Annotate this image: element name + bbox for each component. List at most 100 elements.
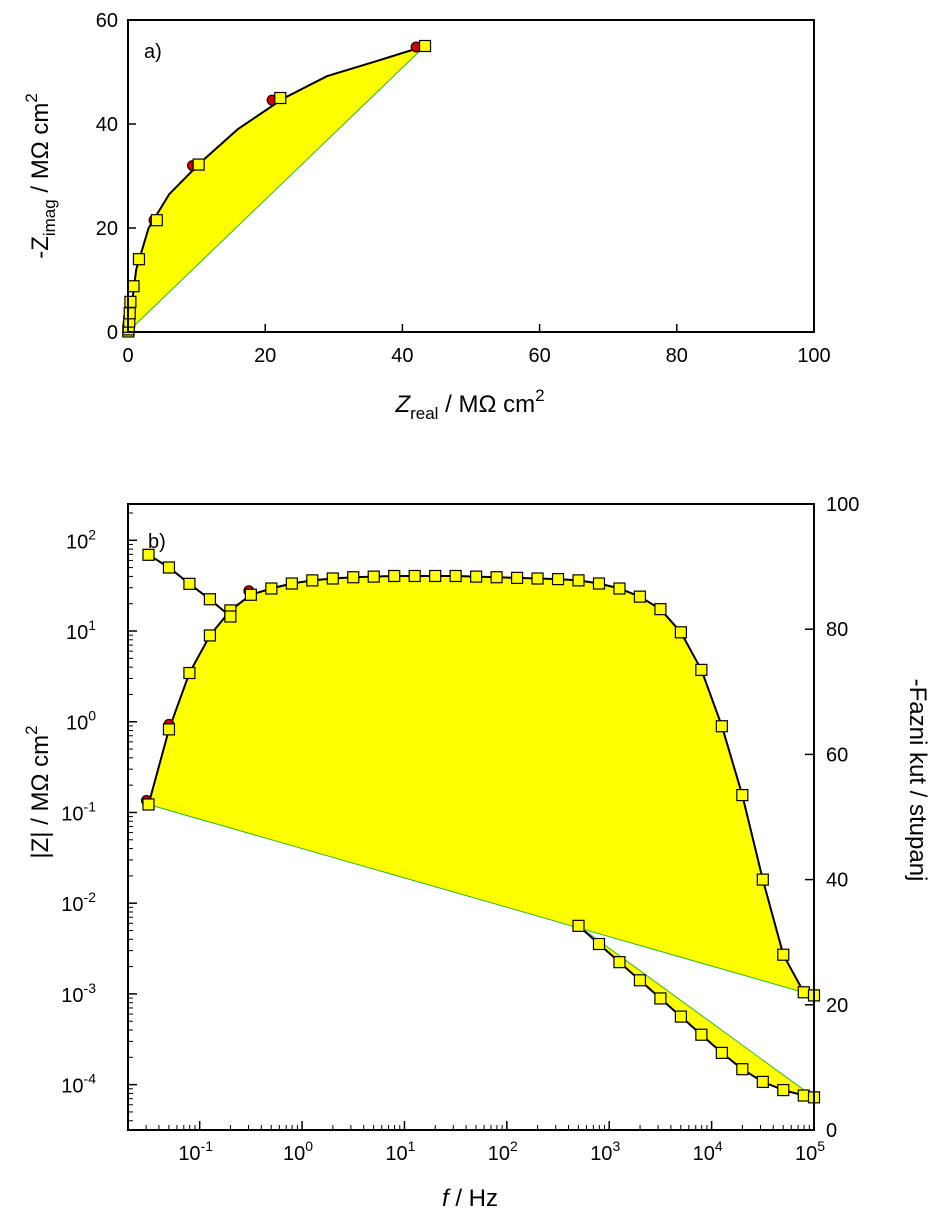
y-title-sub: imag [40,199,59,236]
modulus-high-point-3 [633,974,647,987]
bode-panel: 10-1 100 101 102 103 104 105 10-410-310-210-11… [22,494,931,1212]
phase-point-23 [613,582,626,595]
nyquist-x-axis-title: Zreal / MΩ cm2 [394,386,544,423]
bode-left-axis-title: |Z| / MΩ cm2 [22,725,54,858]
bode-left-tick-label: 100 [66,708,96,735]
modulus-high-point-10 [777,1083,790,1097]
panel-label-a: a) [144,41,162,63]
bode-right-tick-label: 60 [826,744,848,766]
y-tick-label: 20 [96,218,118,240]
x-tick-label: 60 [528,345,550,367]
y-tick-label: 60 [96,10,118,32]
nyquist-point-s1-9 [192,158,205,171]
phase-point-6 [265,582,278,595]
modulus-high-point-5 [674,1010,687,1023]
x-tick-label: 0 [122,345,133,367]
x-tick-label: 40 [391,345,413,367]
x-tick-label: 100 [797,345,830,367]
modulus-high-point-2 [613,956,626,969]
bode-left-tick-label: 10-4 [61,1071,96,1098]
bode-right-tick-label: 40 [826,870,848,892]
phase-fill-area [147,575,815,996]
bode-left-tick-label: 10-3 [61,980,96,1007]
nyquist-point-s1-10 [274,91,287,105]
phase-point-28 [715,720,728,733]
bode-left-y-ticks: 10-4 10-3 10-2 10-1 100 101 102 [61,512,137,1122]
modulus-high-point-8 [736,1063,749,1076]
phase-point-7 [285,577,298,590]
phase-point-13 [408,569,421,583]
y-title-main: -Z [27,236,54,259]
bode-x-tick-label: 103 [590,1138,620,1165]
modulus-high-point-9 [756,1075,769,1089]
phase-point-12 [388,569,401,583]
bode-left-tick-label: 10-1 [61,798,96,825]
modulus-high-point-7 [715,1046,728,1059]
modulus-high-point-0 [572,919,585,932]
phase-point-29 [736,788,749,802]
panel-label-b: b) [148,531,166,553]
phase-point-11 [367,570,380,583]
phase-point-20 [551,573,565,586]
phase-point-1 [162,723,176,736]
nyquist-fill-area [127,45,426,333]
nyquist-point-s1-6 [127,280,140,293]
bode-right-tick-label: 100 [826,494,859,516]
bode-x-tick-label: 104 [693,1138,723,1165]
phase-fit-line [147,575,815,997]
y-tick-label: 40 [96,114,118,136]
phase-point-22 [592,577,606,590]
x-title-sup: 2 [535,386,544,405]
modulus-low-point-3 [203,593,217,606]
modulus-low-point-4 [224,610,237,623]
phase-point-2 [183,666,196,680]
bode-left-tick-label: 102 [66,526,96,553]
x-tick-label: 80 [666,345,688,367]
modulus-low-point-0 [142,548,155,561]
bode-right-tick-label: 0 [826,1120,837,1142]
nyquist-fit-line [127,45,426,332]
bode-x-title-main: f [442,1185,451,1212]
phase-point-5 [244,588,257,601]
modulus-high-point-4 [654,992,667,1005]
bode-x-axis-title: f / Hz [442,1185,498,1212]
phase-point-9 [326,572,339,585]
nyquist-plot-frame [127,19,815,333]
phase-point-19 [531,572,544,585]
modulus-high-point-6 [695,1028,708,1041]
bode-x-tick-label: 105 [795,1138,825,1165]
nyquist-point-s1-11 [418,39,432,53]
phase-point-0 [142,798,155,811]
phase-point-15 [449,569,462,583]
bode-right-tick-label: 20 [826,995,848,1017]
phase-point-30 [756,873,769,886]
bode-x-tick-label: 100 [283,1138,313,1165]
phase-point-25 [654,603,667,616]
phase-point-21 [572,574,585,587]
nyquist-y-ticks: 0 20 40 60 [96,10,136,344]
modulus-high-point-1 [592,937,606,951]
phase-point-8 [306,574,319,587]
x-title-rest: / MΩ cm [438,391,535,418]
modulus-high-point-11 [797,1089,810,1102]
phase-point-26 [674,626,687,639]
phase-point-31 [777,948,790,961]
bode-x-tick-label: 10-1 [178,1138,213,1165]
nyquist-point-s1-8 [150,214,163,227]
modulus-low-point-2 [183,577,196,590]
phase-point-24 [633,590,647,603]
x-title-sub: real [410,404,438,423]
phase-point-16 [470,570,483,583]
phase-point-3 [203,629,217,642]
phase-point-32 [797,986,810,999]
y-title-sup: 2 [22,93,41,102]
bode-x-ticks: 10-1 100 101 102 103 104 105 [127,1121,825,1165]
bode-left-tick-label: 10-2 [61,889,96,916]
y-tick-label: 0 [107,322,118,344]
bode-left-title-sup: 2 [22,725,41,734]
phase-point-10 [347,571,360,584]
bode-right-axis-title: -Fazni kut / stupanj [904,679,931,882]
